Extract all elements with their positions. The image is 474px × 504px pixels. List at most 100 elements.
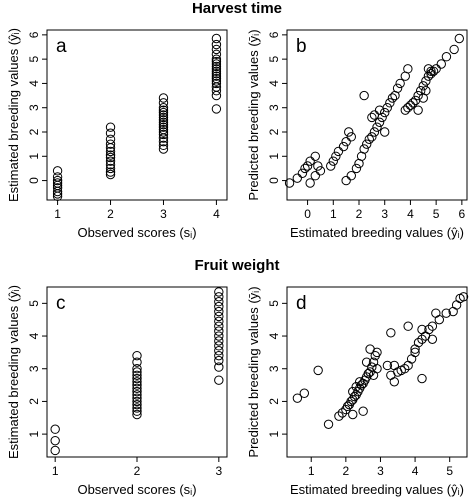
plot-frame	[286, 286, 468, 458]
data-point	[367, 112, 377, 123]
data-point	[426, 69, 436, 79]
data-point	[346, 171, 356, 181]
data-point	[341, 137, 351, 147]
y-tick-label: 3	[27, 365, 41, 372]
data-point	[211, 33, 222, 44]
data-point	[158, 137, 169, 147]
data-point	[132, 396, 142, 407]
y-tick-label: 6	[27, 31, 41, 38]
data-point	[349, 391, 360, 402]
data-point	[395, 78, 405, 89]
data-point	[132, 393, 142, 403]
data-point	[337, 408, 348, 418]
data-point	[449, 44, 459, 55]
data-point	[132, 364, 142, 374]
data-point	[382, 360, 393, 371]
data-point	[211, 104, 222, 114]
data-point	[346, 132, 356, 142]
data-point	[413, 337, 424, 348]
data-point	[211, 76, 222, 86]
data-point	[214, 341, 224, 351]
data-point	[367, 362, 377, 372]
data-point	[132, 399, 142, 410]
data-point	[105, 152, 116, 163]
data-point	[423, 71, 434, 81]
data-point	[158, 93, 169, 103]
data-point	[334, 411, 344, 421]
y-tick-label: 2	[267, 398, 281, 405]
x-tick-label: 3	[381, 207, 388, 221]
data-point	[214, 326, 224, 336]
data-point	[441, 308, 451, 318]
x-tick-label: 6	[459, 207, 466, 221]
data-point	[158, 129, 169, 140]
data-point	[105, 134, 116, 144]
x-tick-label: 4	[213, 207, 220, 221]
data-point	[374, 105, 385, 115]
y-tick-label: 2	[27, 398, 41, 405]
data-point	[211, 64, 222, 74]
y-tick-label: 1	[267, 430, 281, 437]
data-point	[132, 383, 142, 394]
data-point	[211, 61, 222, 72]
x-axis-label: Observed scores (sᵢ)	[77, 482, 196, 497]
data-point	[431, 308, 441, 318]
data-point	[418, 81, 428, 91]
y-tick-label: 5	[27, 55, 41, 62]
data-point	[214, 350, 224, 361]
data-point	[297, 168, 308, 178]
data-point	[50, 435, 60, 446]
x-tick-label: 3	[215, 464, 222, 478]
y-tick-label: 4	[267, 332, 281, 339]
data-point	[211, 66, 222, 76]
data-point	[410, 95, 421, 106]
data-point	[342, 401, 353, 412]
data-point	[364, 134, 374, 144]
y-tick-label: 0	[267, 177, 281, 184]
data-point	[300, 163, 310, 174]
data-point	[105, 169, 116, 180]
data-point	[372, 364, 382, 374]
plot-frame	[286, 29, 468, 201]
data-point	[421, 86, 431, 96]
data-point	[214, 355, 224, 366]
data-point	[158, 117, 169, 127]
x-tick-label: 5	[433, 207, 440, 221]
data-point	[158, 110, 169, 120]
data-point	[313, 365, 323, 376]
data-point	[211, 69, 222, 79]
data-point	[358, 406, 368, 416]
data-point	[359, 144, 369, 154]
data-point	[211, 39, 222, 50]
y-tick-label: 5	[267, 300, 281, 307]
data-point	[424, 324, 434, 335]
y-tick-label: 1	[267, 153, 281, 160]
panel-letter: b	[296, 36, 307, 57]
x-tick-label: 5	[446, 464, 453, 478]
panel-letter: c	[56, 293, 66, 314]
x-tick-label: 3	[160, 207, 167, 221]
y-tick-label: 4	[267, 80, 281, 87]
x-tick-label: 2	[343, 464, 350, 478]
data-point	[417, 334, 427, 345]
data-point	[369, 110, 380, 120]
data-point	[387, 93, 398, 103]
data-point	[211, 71, 222, 81]
data-point	[302, 161, 313, 171]
section-title-fruit-weight: Fruit weight	[194, 257, 280, 274]
data-point	[284, 178, 295, 188]
x-axis-label: Estimated breeding values (ŷᵢ)	[290, 482, 464, 497]
data-point	[211, 59, 222, 69]
data-point	[331, 151, 341, 161]
data-point	[105, 167, 116, 177]
x-tick-label: 2	[356, 207, 363, 221]
data-point	[158, 105, 169, 115]
data-point	[158, 140, 169, 151]
data-point	[214, 301, 224, 312]
section-title-harvest-time: Harvest time	[191, 0, 283, 17]
data-point	[52, 175, 63, 186]
data-point	[454, 33, 464, 44]
y-tick-label: 5	[267, 55, 281, 62]
data-point	[214, 346, 224, 356]
data-point	[374, 117, 385, 127]
